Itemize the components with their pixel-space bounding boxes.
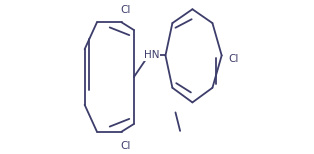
Text: Cl: Cl (120, 5, 131, 15)
Text: Cl: Cl (120, 141, 131, 150)
Text: Cl: Cl (229, 54, 239, 63)
Text: HN: HN (144, 51, 160, 60)
